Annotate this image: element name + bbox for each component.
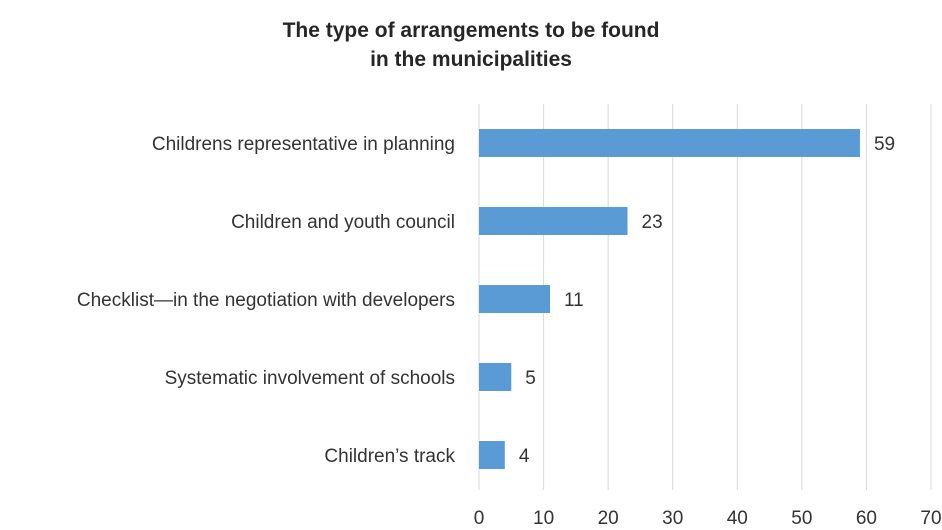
chart-title-line-2: in the municipalities <box>370 48 572 71</box>
bar <box>479 285 551 313</box>
x-tick-label: 70 <box>920 508 941 529</box>
chart-title-line-1: The type of arrangements to be found <box>282 19 660 42</box>
data-label: 59 <box>874 134 895 155</box>
x-tick-label: 10 <box>533 508 554 529</box>
x-tick-label: 50 <box>791 508 812 529</box>
bar <box>479 441 505 469</box>
x-tick-label: 30 <box>662 508 683 529</box>
bar <box>479 129 860 157</box>
category-label: Systematic involvement of schools <box>165 368 455 389</box>
bar <box>479 363 512 391</box>
data-label: 23 <box>642 212 663 233</box>
category-label: Children and youth council <box>231 212 455 233</box>
x-tick-label: 60 <box>856 508 877 529</box>
category-label: Childrens representative in planning <box>152 134 455 155</box>
data-label: 11 <box>564 290 584 311</box>
data-label: 5 <box>525 368 536 389</box>
category-label: Children’s track <box>324 446 455 467</box>
category-label: Checklist—in the negotiation with develo… <box>77 290 455 311</box>
x-tick-label: 20 <box>598 508 619 529</box>
x-tick-label: 40 <box>727 508 748 529</box>
data-label: 4 <box>519 446 530 467</box>
bar <box>479 207 628 235</box>
x-tick-label: 0 <box>474 508 485 529</box>
